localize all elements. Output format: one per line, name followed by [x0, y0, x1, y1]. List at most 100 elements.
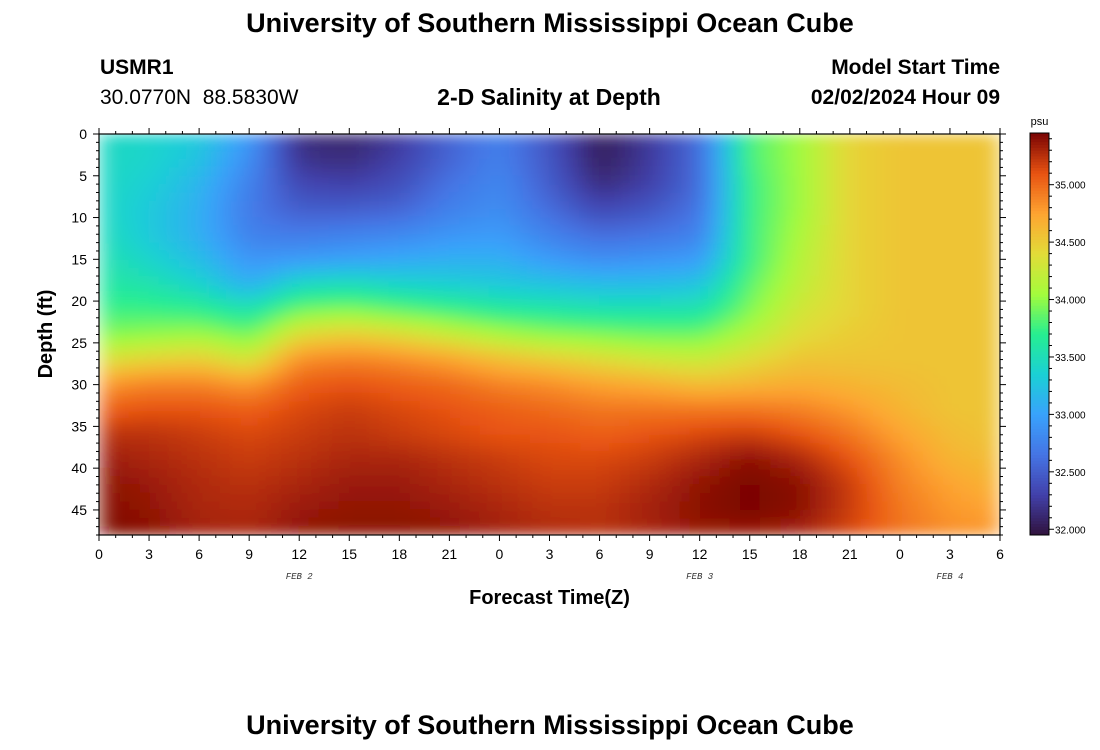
heatmap-cell: [209, 359, 220, 369]
heatmap-cell: [159, 326, 170, 336]
heatmap-cell: [789, 476, 801, 486]
heatmap-cell: [239, 493, 250, 503]
heatmap-cell: [769, 468, 781, 478]
heatmap-cell: [369, 234, 380, 244]
heatmap-cell: [439, 276, 450, 285]
colorbar-segment: [1030, 144, 1049, 148]
heatmap-cell: [289, 392, 300, 402]
heatmap-cell: [509, 351, 521, 361]
y-tick-label: 0: [79, 126, 87, 142]
heatmap-cell: [699, 501, 711, 511]
colorbar-segment: [1030, 133, 1049, 137]
heatmap-cell: [919, 401, 931, 411]
heatmap-cell: [569, 292, 581, 302]
heatmap-cell: [669, 259, 681, 269]
heatmap-cell: [299, 468, 310, 478]
heatmap-cell: [879, 209, 891, 219]
heatmap-cell: [479, 426, 491, 436]
colorbar-segment: [1030, 379, 1049, 384]
heatmap-cell: [889, 292, 901, 302]
heatmap-cell: [839, 326, 851, 336]
heatmap-cell: [589, 225, 601, 235]
x-tick-label: 12: [692, 546, 708, 562]
heatmap-cell: [559, 292, 571, 302]
heatmap-cell: [269, 209, 280, 219]
heatmap-cell: [979, 192, 991, 202]
heatmap-cell: [219, 526, 230, 535]
heatmap-cell: [649, 259, 661, 269]
heatmap-cell: [629, 200, 641, 210]
heatmap-cell: [419, 242, 430, 252]
heatmap-cell: [759, 292, 771, 302]
heatmap-cell: [909, 376, 921, 386]
heatmap-cell: [749, 242, 761, 252]
heatmap-cell: [859, 134, 871, 143]
heatmap-cell: [679, 443, 691, 453]
heatmap-cell: [599, 409, 611, 419]
heatmap-cell: [939, 459, 951, 469]
heatmap-cell: [349, 309, 360, 319]
heatmap-cell: [569, 443, 581, 453]
heatmap-cell: [449, 242, 460, 252]
heatmap-cell: [219, 150, 230, 160]
heatmap-cell: [759, 518, 771, 528]
heatmap-cell: [779, 175, 791, 185]
heatmap-cell: [409, 418, 420, 427]
heatmap-cell: [149, 392, 160, 402]
heatmap-cell: [699, 392, 711, 402]
heatmap-cell: [919, 184, 931, 194]
heatmap-cell: [289, 526, 300, 535]
heatmap-cell: [869, 209, 881, 219]
heatmap-cell: [889, 184, 901, 194]
heatmap-cell: [399, 384, 410, 394]
heatmap-cell: [779, 426, 791, 436]
heatmap-cell: [869, 134, 881, 143]
heatmap-cell: [589, 476, 601, 486]
heatmap-cell: [509, 359, 521, 369]
heatmap-cell: [389, 292, 400, 302]
heatmap-cell: [749, 309, 761, 319]
heatmap-cell: [529, 250, 541, 260]
heatmap-cell: [639, 142, 651, 152]
heatmap-cell: [149, 443, 160, 453]
heatmap-cell: [179, 209, 190, 219]
heatmap-cell: [209, 493, 220, 503]
colorbar-segment: [1030, 164, 1049, 168]
colorbar-segment: [1030, 489, 1049, 493]
heatmap-cell: [479, 284, 491, 294]
heatmap-cell: [789, 326, 801, 336]
heatmap-cell: [849, 493, 861, 503]
heatmap-cell: [559, 309, 571, 319]
heatmap-cell: [539, 225, 551, 235]
heatmap-cell: [409, 150, 420, 160]
heatmap-cell: [649, 276, 661, 285]
heatmap-cell: [139, 342, 150, 352]
heatmap-cell: [619, 167, 631, 177]
heatmap-cell: [679, 459, 691, 469]
heatmap-cell: [459, 459, 471, 469]
heatmap-cell: [729, 526, 741, 535]
heatmap-cell: [169, 192, 180, 202]
heatmap-cell: [369, 409, 380, 419]
heatmap-cell: [909, 259, 921, 269]
heatmap-cell: [509, 267, 521, 277]
heatmap-cell: [479, 217, 491, 227]
heatmap-cell: [419, 367, 430, 377]
heatmap-cell: [989, 175, 1000, 185]
heatmap-cell: [109, 326, 120, 336]
heatmap-cell: [659, 468, 671, 478]
heatmap-cell: [319, 192, 330, 202]
heatmap-cell: [949, 367, 961, 377]
heatmap-cell: [639, 493, 651, 503]
heatmap-cell: [379, 493, 390, 503]
heatmap-cell: [589, 209, 601, 219]
x-tick-label: 3: [946, 546, 954, 562]
heatmap-cell: [499, 392, 511, 402]
heatmap-cell: [539, 342, 551, 352]
heatmap-cell: [279, 451, 290, 461]
heatmap-cell: [649, 392, 661, 402]
heatmap-cell: [469, 209, 481, 219]
heatmap-cell: [239, 317, 250, 327]
heatmap-cell: [249, 484, 260, 494]
heatmap-cell: [199, 184, 210, 194]
